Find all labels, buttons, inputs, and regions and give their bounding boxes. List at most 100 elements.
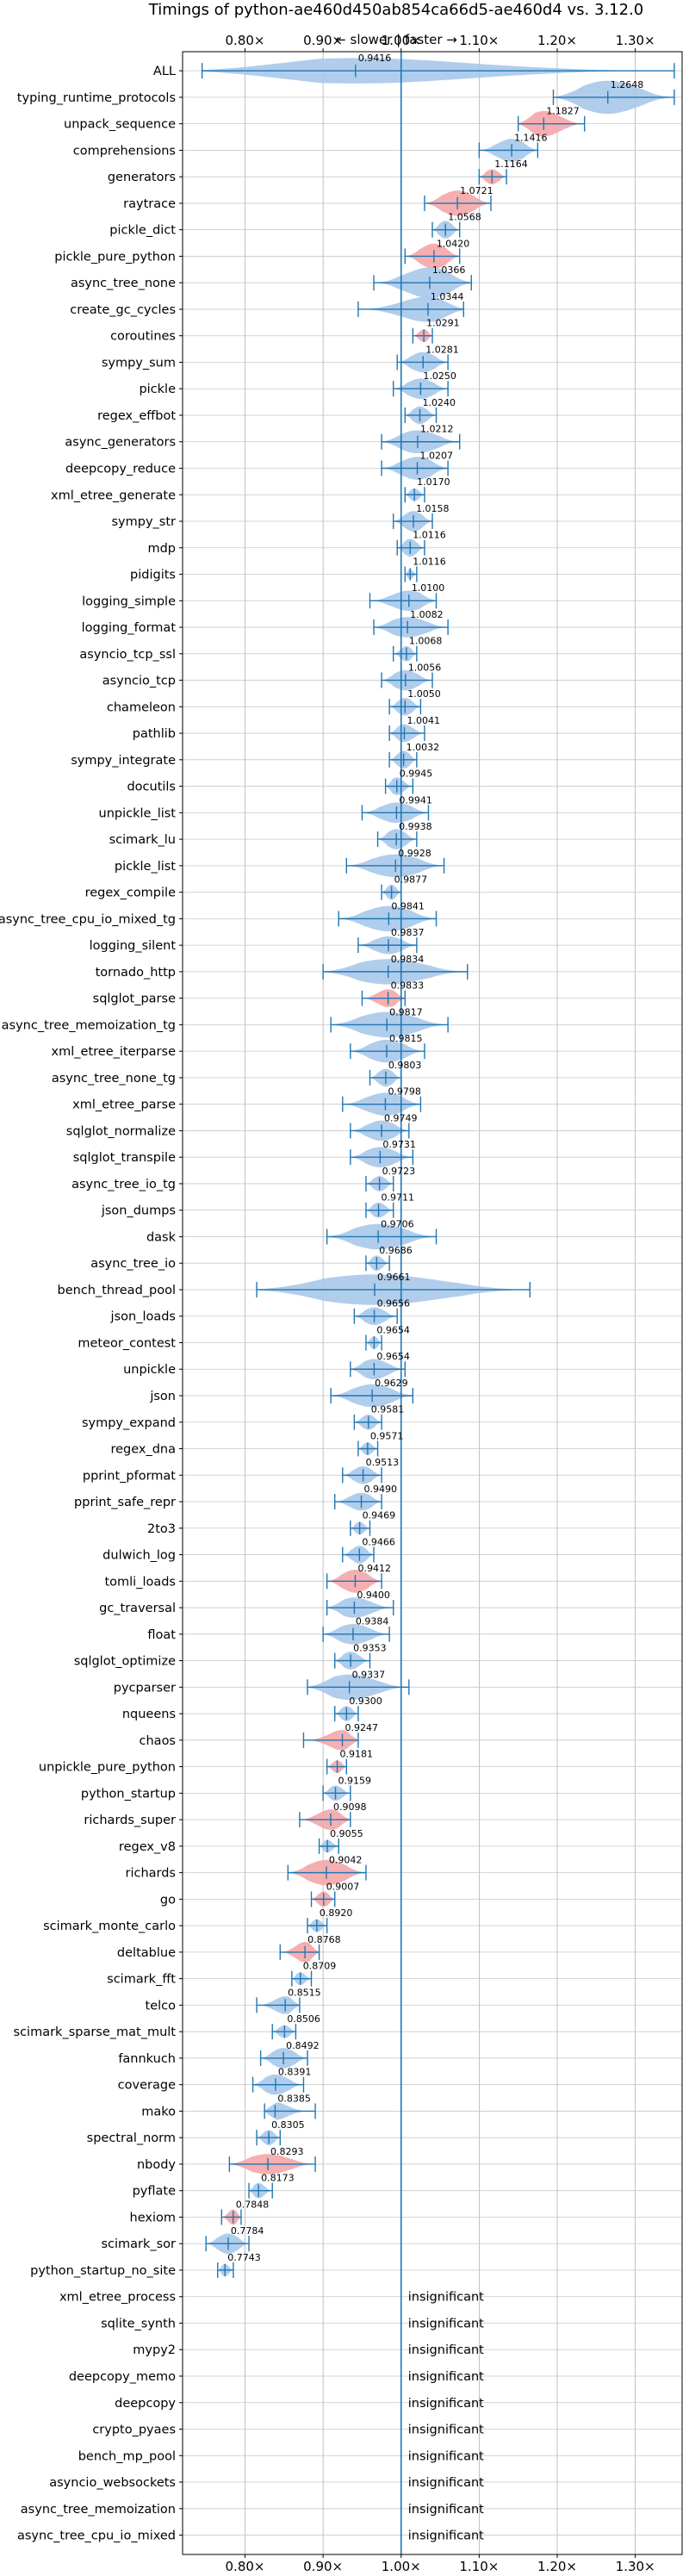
benchmark-label: asyncio_tcp_ssl (79, 648, 176, 662)
value-label: 0.9706 (381, 1218, 414, 1229)
label-layer: 0.80× 0.80× 0.90× 0.90× 1.00× 1.00× 1.10× 1.10×… (0, 33, 655, 2574)
value-label: 0.9513 (366, 1457, 400, 1468)
value-label: 0.9353 (353, 1642, 387, 1653)
value-label: 0.9833 (391, 980, 425, 992)
benchmark-label: xml_etree_iterparse (52, 1045, 177, 1059)
benchmark-label: coverage (118, 2079, 176, 2093)
value-label: 1.0170 (417, 476, 450, 488)
benchmark-label: unpickle (123, 1363, 176, 1377)
benchmark-label: raytrace (123, 197, 176, 211)
value-label: 0.9711 (382, 1192, 415, 1204)
benchmark-label: json_dumps (101, 1204, 176, 1218)
benchmark-label: logging_format (82, 621, 177, 635)
value-label: 1.1164 (494, 159, 528, 170)
value-label: 0.9837 (391, 927, 425, 938)
value-label: 1.0250 (423, 370, 456, 382)
benchmark-label: deltablue (117, 1946, 176, 1960)
benchmark-label: regex_compile (85, 887, 176, 900)
value-label: 0.9798 (388, 1086, 421, 1098)
value-label: 0.9247 (345, 1722, 379, 1733)
benchmark-label: sympy_str (112, 515, 177, 529)
x-tick-label-top: 1.10× (459, 33, 499, 48)
benchmark-label: bench_thread_pool (58, 1284, 176, 1297)
value-label: 0.9042 (329, 1855, 363, 1866)
benchmark-label: comprehensions (73, 144, 176, 158)
value-label: 0.9941 (399, 794, 432, 806)
benchmark-label: xml_etree_generate (51, 488, 176, 502)
value-label: 0.9749 (384, 1112, 418, 1123)
insignificant-label: insignificant (408, 2424, 484, 2437)
value-label: 0.9412 (357, 1563, 391, 1574)
benchmark-label: scimark_sparse_mat_mult (14, 2025, 177, 2039)
value-label: 1.1416 (514, 132, 548, 143)
value-label: 0.9466 (362, 1536, 395, 1547)
benchmark-label: richards (125, 1867, 176, 1881)
value-label: 0.8305 (271, 2119, 305, 2131)
benchmark-label: mako (141, 2105, 176, 2119)
value-label: 0.8920 (320, 1907, 353, 1919)
value-label: 0.9159 (338, 1775, 372, 1786)
x-tick-label-bottom: 1.10× (459, 2559, 499, 2574)
value-label: 0.9686 (379, 1245, 413, 1256)
benchmark-label: scimark_lu (109, 833, 176, 847)
benchmark-label: pprint_safe_repr (74, 1496, 176, 1509)
benchmark-label: pickle (139, 383, 176, 396)
value-label: 1.0281 (425, 344, 459, 355)
benchmark-label: logging_silent (90, 939, 177, 953)
value-label: 1.0041 (407, 715, 440, 726)
benchmark-label: chameleon (107, 700, 176, 714)
value-label: 0.9181 (340, 1749, 374, 1760)
value-label: 0.9928 (398, 848, 431, 859)
value-label: 0.9938 (399, 821, 432, 832)
benchmark-label: scimark_monte_carlo (43, 1920, 176, 1933)
benchmark-label: meteor_contest (78, 1336, 176, 1350)
benchmark-label: async_tree_memoization (21, 2503, 176, 2517)
benchmark-label: logging_simple (82, 594, 176, 608)
benchmark-label: async_generators (65, 436, 176, 450)
benchmark-label: scimark_fft (107, 1973, 176, 1987)
benchmark-label: json (149, 1390, 176, 1403)
value-label: 0.8293 (270, 2146, 304, 2157)
benchmark-label: sympy_integrate (71, 754, 176, 768)
value-label: 1.0207 (420, 450, 454, 461)
benchmark-label: pyflate (133, 2185, 176, 2199)
value-label: 0.9629 (375, 1378, 408, 1389)
benchmark-label: unpack_sequence (64, 118, 176, 132)
value-label: 0.8391 (278, 2067, 312, 2078)
value-label: 0.9400 (357, 1590, 390, 1601)
insignificant-label: insignificant (408, 2291, 484, 2305)
benchmark-label: sympy_expand (82, 1416, 176, 1430)
value-label: 1.0240 (423, 397, 456, 408)
benchmark-label: hexiom (130, 2211, 176, 2224)
benchmark-label: pycparser (114, 1681, 176, 1695)
benchmark-label: nqueens (122, 1708, 176, 1721)
value-label: 1.0082 (410, 609, 444, 620)
x-tick-label-bottom: 1.30× (616, 2559, 655, 2574)
benchmark-label: generators (108, 171, 176, 184)
insignificant-label: insignificant (408, 2529, 484, 2543)
benchmark-label: pickle_dict (109, 224, 176, 238)
value-label: 0.9661 (377, 1272, 411, 1283)
benchmark-label: sqlite_synth (101, 2317, 176, 2330)
value-label: 0.8768 (307, 1934, 341, 1945)
value-label: 1.0158 (416, 503, 449, 514)
value-label: 0.8385 (277, 2093, 311, 2104)
value-label: 1.0032 (407, 742, 440, 753)
benchmark-label: xml_etree_parse (72, 1098, 176, 1112)
value-label: 1.0056 (408, 662, 442, 673)
benchmark-label: pickle_list (115, 860, 176, 874)
value-label: 0.8515 (288, 1987, 321, 1998)
benchmark-label: scimark_sor (101, 2237, 176, 2251)
value-label: 0.9945 (400, 768, 433, 780)
benchmark-label: deepcopy (115, 2397, 176, 2411)
value-label: 0.9815 (389, 1033, 423, 1044)
insignificant-label: insignificant (408, 2370, 484, 2384)
x-tick-label-bottom: 0.90× (303, 2559, 343, 2574)
benchmark-label: docutils (127, 781, 176, 794)
benchmark-label: asyncio_websockets (49, 2476, 176, 2490)
value-label: 1.0344 (431, 291, 464, 302)
value-label: 0.9469 (363, 1510, 396, 1521)
benchmark-label: async_tree_memoization_tg (2, 1018, 176, 1032)
benchmark-label: pidigits (130, 569, 176, 582)
